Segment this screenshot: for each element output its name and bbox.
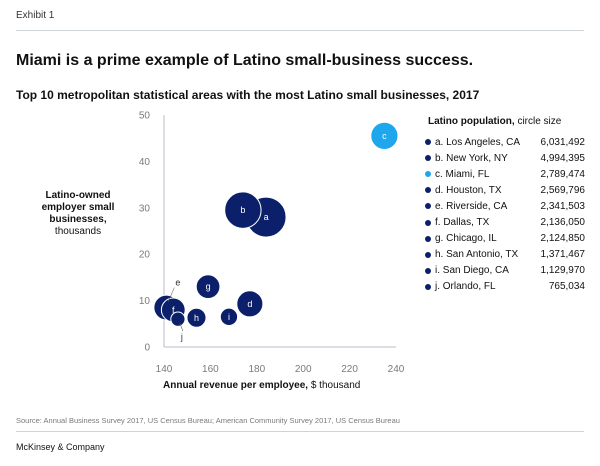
y-axis-label-bold: Latino-owned employer small businesses, — [41, 190, 115, 225]
legend-metro: h. San Antonio, TX — [435, 249, 519, 261]
y-axis-label: Latino-owned employer small businesses, … — [22, 190, 134, 238]
legend-item: d. Houston, TX 2,569,796 — [425, 182, 585, 198]
legend-title: Latino population, circle size — [428, 116, 561, 127]
bubble-label-b: b — [240, 205, 245, 215]
legend-dot — [425, 219, 431, 226]
y-tick-label: 50 — [139, 111, 151, 122]
legend-population: 2,341,503 — [540, 200, 586, 212]
legend-title-rest: circle size — [517, 116, 562, 127]
x-tick-label: 140 — [156, 364, 173, 375]
legend-metro: d. Houston, TX — [435, 184, 502, 196]
bubble-label-a: a — [264, 212, 269, 222]
legend-population: 2,789,474 — [540, 168, 586, 180]
bubble-label-i: i — [228, 312, 230, 322]
legend-item: b. New York, NY 4,994,395 — [425, 150, 585, 166]
x-tick-label: 180 — [248, 364, 265, 375]
bubble-label-f: f — [172, 305, 175, 315]
x-tick-label: 220 — [341, 364, 358, 375]
bubble-c — [370, 121, 399, 150]
bubble-h — [186, 307, 207, 328]
leader-line-j — [179, 323, 184, 332]
legend-population: 2,124,850 — [540, 233, 586, 245]
x-tick-label: 240 — [388, 364, 405, 375]
legend-population: 765,034 — [548, 281, 585, 293]
legend-item: e. Riverside, CA 2,341,503 — [425, 198, 585, 214]
legend-item: f. Dallas, TX 2,136,050 — [425, 214, 585, 230]
x-axis-label-unit: $ thousand — [310, 380, 361, 391]
legend-metro: b. New York, NY — [435, 152, 508, 164]
bottom-divider — [16, 431, 584, 432]
bubble-label-j: j — [180, 332, 183, 342]
legend-dot — [425, 203, 431, 210]
legend-dot — [425, 187, 431, 194]
legend-population: 1,371,467 — [540, 249, 586, 261]
leader-line-e — [168, 287, 175, 302]
y-tick-label: 0 — [144, 343, 150, 354]
top-divider — [16, 30, 584, 31]
y-tick-label: 30 — [139, 203, 151, 214]
legend-metro: j. Orlando, FL — [435, 281, 496, 293]
legend-item: j. Orlando, FL 765,034 — [425, 279, 585, 295]
legend-metro: g. Chicago, IL — [435, 233, 497, 245]
legend-dot — [425, 139, 431, 146]
exhibit-label: Exhibit 1 — [16, 10, 55, 21]
x-axis-label: Annual revenue per employee, $ thousand — [163, 380, 360, 391]
source-note: Source: Annual Business Survey 2017, US … — [16, 416, 400, 425]
legend-item: c. Miami, FL 2,789,474 — [425, 166, 585, 182]
bubble-j — [170, 311, 186, 327]
chart-title: Miami is a prime example of Latino small… — [16, 52, 474, 69]
bubble-label-h: h — [194, 313, 199, 323]
legend-dot — [425, 235, 431, 242]
legend-dot — [425, 251, 431, 258]
chart-subtitle: Top 10 metropolitan statistical areas wi… — [16, 88, 480, 102]
y-tick-label: 40 — [139, 157, 151, 168]
bubble-g — [195, 274, 221, 300]
bubble-d — [236, 290, 264, 318]
legend: a. Los Angeles, CA 6,031,492 b. New York, … — [425, 134, 585, 295]
legend-population: 2,569,796 — [540, 184, 586, 196]
y-axis-label-unit: thousands — [54, 226, 102, 237]
legend-title-bold: Latino population, — [428, 116, 515, 127]
legend-population: 4,994,395 — [540, 152, 586, 164]
y-tick-label: 20 — [139, 250, 151, 261]
legend-dot — [425, 171, 431, 178]
bubble-label-e: e — [175, 278, 180, 288]
legend-item: g. Chicago, IL 2,124,850 — [425, 231, 585, 247]
legend-population: 6,031,492 — [540, 136, 586, 148]
legend-metro: c. Miami, FL — [435, 168, 490, 180]
bubble-b — [224, 191, 262, 229]
legend-item: h. San Antonio, TX 1,371,467 — [425, 247, 585, 263]
legend-dot — [425, 283, 431, 290]
bubble-label-c: c — [382, 131, 387, 141]
legend-item: a. Los Angeles, CA 6,031,492 — [425, 134, 585, 150]
bubble-label-g: g — [206, 282, 211, 292]
legend-item: i. San Diego, CA 1,129,970 — [425, 263, 585, 279]
y-tick-label: 10 — [139, 296, 151, 307]
bubble-i — [219, 307, 239, 326]
x-tick-label: 160 — [202, 364, 219, 375]
legend-metro: i. San Diego, CA — [435, 265, 509, 277]
legend-metro: a. Los Angeles, CA — [435, 136, 521, 148]
legend-population: 2,136,050 — [540, 217, 586, 229]
legend-population: 1,129,970 — [540, 265, 586, 277]
brand-name: McKinsey & Company — [16, 442, 105, 452]
x-axis-label-bold: Annual revenue per employee, — [163, 380, 309, 391]
x-tick-label: 200 — [295, 364, 312, 375]
legend-dot — [425, 267, 431, 274]
legend-metro: e. Riverside, CA — [435, 200, 508, 212]
legend-dot — [425, 155, 431, 162]
legend-metro: f. Dallas, TX — [435, 217, 490, 229]
bubble-label-d: d — [247, 299, 252, 309]
